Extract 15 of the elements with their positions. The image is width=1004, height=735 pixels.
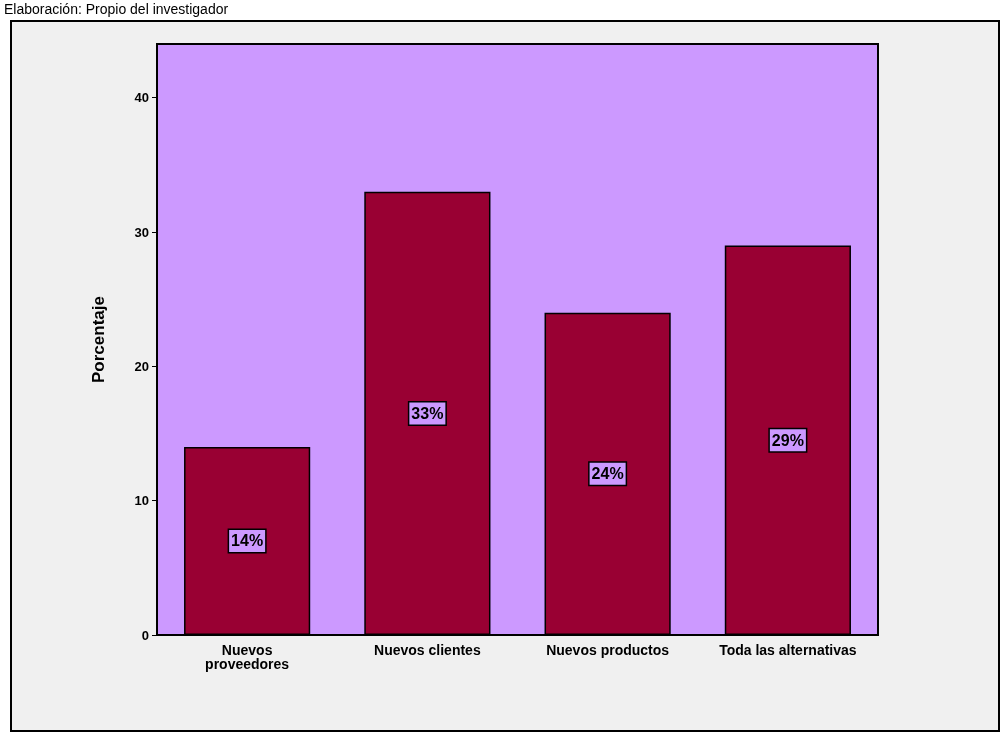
x-tick-label: Nuevos productos — [546, 642, 670, 658]
y-tick-label: 30 — [134, 224, 149, 240]
y-axis-title: Porcentaje — [89, 296, 108, 383]
x-tick-label: Nuevos clientes — [374, 642, 481, 658]
y-tick-label: 20 — [134, 358, 149, 374]
data-label: 29% — [771, 431, 804, 449]
x-tick-label: Toda las alternativas — [719, 642, 857, 658]
y-tick-label: 0 — [141, 627, 149, 643]
y-tick-label: 10 — [134, 493, 149, 509]
y-tick-label: 40 — [134, 90, 149, 106]
data-label: 33% — [411, 404, 444, 422]
x-tick-label: Nuevos proveedores — [205, 642, 290, 672]
text: Elaboración: Propio del investigador — [4, 0, 229, 18]
data-label: 14% — [231, 532, 264, 550]
data-label: 24% — [591, 465, 624, 483]
